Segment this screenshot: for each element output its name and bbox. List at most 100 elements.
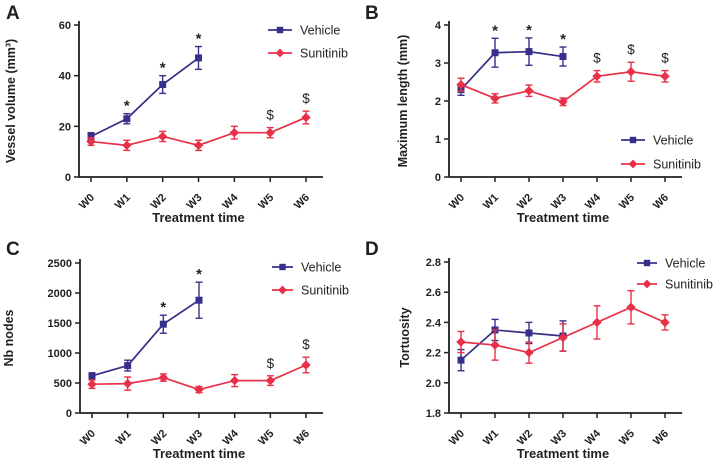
data-point-Sunitinib-W4 — [592, 317, 602, 328]
data-point-Vehicle-W2 — [159, 320, 167, 328]
line-Vehicle — [460, 50, 564, 91]
chart-C-nb-nodes: C 0 500 1000 1500 2000 2500 W0 W1 W2 W3 W4 W5 W6 Nb no… — [2, 239, 349, 461]
panel-D: D 1.8 2.0 2.2 2.4 2.6 2.8 W0 W1 W2 W3 W4 W5 W6 Tortuos… — [359, 236, 718, 473]
x-tick-label: W4 — [583, 191, 604, 212]
legend-label-Sunitinib: Sunitinib — [301, 284, 349, 298]
line-Vehicle — [90, 57, 200, 138]
legend-marker-Sunitinib — [278, 285, 287, 295]
legend-marker-Vehicle — [276, 26, 284, 34]
legend-marker-Sunitinib — [628, 159, 638, 169]
x-tick-label: W5 — [256, 428, 276, 448]
sig-asterisk-W3: * — [196, 266, 202, 283]
x-tick-label: W0 — [77, 192, 97, 212]
y-tick-label: 0 — [65, 172, 71, 184]
y-tick-label: 1500 — [48, 318, 72, 330]
data-point-Sunitinib-W2 — [524, 86, 534, 96]
line-Vehicle — [460, 329, 564, 361]
x-tick-label: W0 — [447, 428, 467, 448]
data-point-Sunitinib-W2 — [157, 131, 168, 142]
y-tick-label: 0 — [435, 172, 441, 184]
data-point-Vehicle-W3 — [195, 296, 203, 304]
sig-asterisk-W1: * — [124, 98, 130, 115]
x-tick-label: W5 — [256, 192, 276, 212]
data-point-Vehicle-W3 — [559, 53, 567, 61]
data-point-Sunitinib-W3 — [558, 332, 568, 343]
x-tick-label: W1 — [481, 428, 501, 448]
y-tick-label: 2.4 — [426, 317, 442, 329]
y-tick-label: 2.6 — [426, 287, 441, 299]
x-tick-label: W4 — [220, 191, 241, 212]
data-point-Vehicle-W0 — [88, 372, 96, 380]
data-point-Sunitinib-W6 — [301, 112, 311, 123]
legend-label-Vehicle: Vehicle — [301, 261, 341, 275]
x-axis-title: Treatment time — [517, 210, 609, 225]
y-tick-label: 2.0 — [426, 378, 441, 390]
x-tick-label: W6 — [292, 428, 312, 448]
data-point-Sunitinib-W3 — [194, 384, 204, 395]
y-axis-title: Nb nodes — [2, 309, 16, 366]
chart-B-maximum-length: B 0 1 2 3 4 W0 W1 W2 W3 W4 W5 W6 Maximum length (mm) T… — [365, 3, 701, 225]
sig-asterisk-W2: * — [526, 22, 532, 39]
legend-label-Vehicle: Vehicle — [300, 24, 340, 38]
x-tick-label: W2 — [149, 428, 169, 448]
x-tick-label: W2 — [515, 192, 535, 212]
legend-marker-Vehicle — [279, 263, 286, 271]
data-point-Vehicle-W2 — [525, 329, 533, 337]
y-tick-label: 1000 — [48, 348, 72, 360]
x-axis-title: Treatment time — [153, 446, 245, 461]
y-tick-label: 3 — [435, 58, 441, 70]
x-tick-label: W5 — [617, 192, 637, 212]
x-axis-title: Treatment time — [152, 210, 244, 225]
sig-dollar-W5: $ — [627, 42, 635, 57]
legend-label-Vehicle: Vehicle — [653, 134, 693, 148]
panel-label: A — [6, 3, 20, 24]
y-tick-label: 4 — [435, 20, 442, 32]
panel-label: B — [365, 3, 379, 24]
y-tick-label: 2000 — [48, 288, 72, 300]
data-point-Sunitinib-W0 — [456, 79, 466, 90]
data-point-Vehicle-W1 — [123, 115, 131, 123]
y-axis-title: Tortuosity — [398, 307, 412, 367]
legend-label-Vehicle: Vehicle — [665, 257, 705, 271]
data-point-Sunitinib-W5 — [626, 302, 636, 312]
panel-B: B 0 1 2 3 4 W0 W1 W2 W3 W4 W5 W6 Maximum length (mm) T… — [359, 0, 718, 236]
y-tick-label: 2500 — [48, 258, 72, 270]
sig-asterisk-W1: * — [492, 22, 498, 39]
y-tick-label: 40 — [59, 71, 71, 83]
data-point-Sunitinib-W5 — [265, 375, 276, 386]
legend-label-Sunitinib: Sunitinib — [665, 278, 713, 292]
chart-A-vessel-volume: A 0 20 40 60 W0 W1 W2 W3 W4 W5 W6 Vessel volume (mm³… — [4, 3, 348, 225]
legend-label-Sunitinib: Sunitinib — [653, 158, 701, 172]
y-axis-title: Vessel volume (mm³) — [4, 39, 18, 163]
x-tick-label: W5 — [617, 428, 637, 448]
data-point-Sunitinib-W6 — [660, 317, 670, 328]
y-tick-label: 2 — [435, 96, 441, 108]
x-axis-title: Treatment time — [517, 446, 609, 461]
data-point-Sunitinib-W1 — [490, 93, 500, 104]
chart-D-tortuosity: D 1.8 2.0 2.2 2.4 2.6 2.8 W0 W1 W2 W3 W4 W5 W6 Tortuos… — [365, 239, 713, 461]
x-tick-label: W3 — [549, 192, 569, 212]
data-point-Vehicle-W3 — [195, 54, 202, 62]
x-tick-label: W4 — [221, 427, 242, 448]
x-tick-label: W3 — [185, 428, 205, 448]
data-point-Sunitinib-W3 — [193, 140, 204, 151]
sig-asterisk-W2: * — [160, 60, 166, 77]
legend-label-Sunitinib: Sunitinib — [300, 47, 348, 61]
data-point-Vehicle-W1 — [491, 49, 499, 57]
y-tick-label: 1 — [435, 134, 441, 146]
x-tick-label: W2 — [515, 428, 535, 448]
x-tick-label: W6 — [292, 192, 312, 212]
legend-marker-Vehicle — [643, 259, 651, 267]
data-point-Sunitinib-W4 — [229, 375, 240, 386]
sig-dollar-W5: $ — [266, 108, 274, 123]
y-tick-label: 20 — [59, 121, 71, 133]
panel-C: C 0 500 1000 1500 2000 2500 W0 W1 W2 W3 W4 W5 W6 Nb no… — [0, 236, 359, 473]
x-tick-label: W1 — [114, 428, 134, 448]
data-point-Sunitinib-W3 — [558, 97, 568, 107]
sig-asterisk-W2: * — [160, 299, 166, 316]
data-point-Vehicle-W0 — [87, 132, 95, 140]
x-tick-label: W6 — [651, 192, 671, 212]
data-point-Sunitinib-W5 — [265, 127, 275, 138]
